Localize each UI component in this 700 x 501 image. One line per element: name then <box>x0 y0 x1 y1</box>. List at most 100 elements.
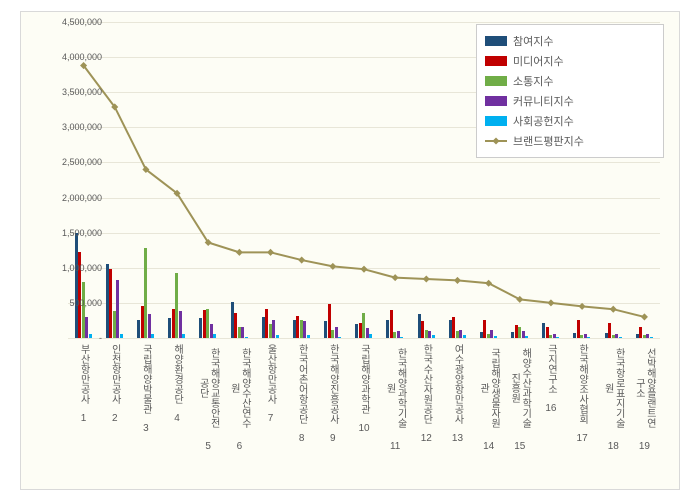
legend-item-s1: 참여지수 <box>485 31 655 51</box>
x-tick-label: 국립해양박물관 3 <box>140 344 151 434</box>
category-label: 한국해양조사협회 <box>577 344 588 424</box>
x-tick-label: 한국어촌어항공단 8 <box>296 344 307 444</box>
category-index: 7 <box>265 413 276 424</box>
category-index: 10 <box>358 423 369 434</box>
legend-label: 참여지수 <box>513 33 553 49</box>
category-label: 해양환경공단 <box>172 344 183 404</box>
x-tick-label: 선박해양플랜트연구소 19 <box>633 344 655 452</box>
category-index: 14 <box>478 441 500 452</box>
category-index: 11 <box>384 441 406 452</box>
category-index: 3 <box>140 423 151 434</box>
category-index: 2 <box>109 413 120 424</box>
category-index: 8 <box>296 433 307 444</box>
category-index: 1 <box>78 413 89 424</box>
line-marker <box>610 306 617 313</box>
line-marker <box>454 277 461 284</box>
legend-label: 사회공헌지수 <box>513 113 574 129</box>
x-tick-label: 부산항만공사 1 <box>78 344 89 424</box>
category-label: 한국해양수산연수원 <box>228 344 250 432</box>
line-marker <box>641 313 648 320</box>
x-tick-label: 국립해양생물자원관 14 <box>478 344 500 452</box>
category-label: 한국해양과학기술원 <box>384 344 406 432</box>
category-label: 국립해양과학관 <box>359 344 370 414</box>
category-index: 5 <box>197 441 219 452</box>
category-label: 한국항로표지기술원 <box>602 344 624 432</box>
category-label: 인천항만공사 <box>109 344 120 404</box>
y-tick-label: 3,000,000 <box>42 122 102 132</box>
legend-swatch <box>485 56 507 66</box>
legend-label: 미디어지수 <box>513 53 564 69</box>
x-tick-label: 국립해양과학관 10 <box>358 344 369 434</box>
legend-item-s5: 사회공헌지수 <box>485 111 655 131</box>
legend-label: 소통지수 <box>513 73 553 89</box>
x-tick-label: 한국해양조사협회 17 <box>577 344 588 444</box>
line-marker <box>298 257 305 264</box>
x-tick-label: 인천항만공사 2 <box>109 344 120 424</box>
legend-item-s4: 커뮤니티지수 <box>485 91 655 111</box>
x-tick-label: 한국해양교통안전공단 5 <box>197 344 219 452</box>
legend-swatch <box>485 36 507 46</box>
category-index: 4 <box>172 413 183 424</box>
x-tick-label: 한국해양진흥공사 9 <box>327 344 338 444</box>
legend-label: 브랜드평판지수 <box>513 133 584 149</box>
line-marker <box>485 280 492 287</box>
category-index: 13 <box>452 433 463 444</box>
line-marker <box>547 299 554 306</box>
line-marker <box>329 263 336 270</box>
legend-item-s3: 소통지수 <box>485 71 655 91</box>
legend-item-s2: 미디어지수 <box>485 51 655 71</box>
y-tick-label: 2,000,000 <box>42 193 102 203</box>
category-index: 9 <box>327 433 338 444</box>
category-label: 울산항만공사 <box>265 344 276 404</box>
category-label: 국립해양박물관 <box>140 344 151 414</box>
legend-swatch <box>485 76 507 86</box>
chart-frame: 부산항만공사 1 인천항만공사 2 국립해양박물관 3 해양환경공단 4 한국해양교통안전공단 5… <box>0 0 700 501</box>
category-label: 한국어촌어항공단 <box>296 344 307 424</box>
line-marker <box>236 249 243 256</box>
x-tick-label: 한국해양수산연수원 6 <box>228 344 250 452</box>
x-tick-label: 한국수산자원공단12 <box>421 344 432 444</box>
legend-label: 커뮤니티지수 <box>513 93 574 109</box>
line-marker <box>267 249 274 256</box>
x-tick-label: 한국항로표지기술원 18 <box>602 344 624 452</box>
line-marker <box>392 274 399 281</box>
x-tick-label: 극지연구소 16 <box>545 344 556 414</box>
category-index: 6 <box>228 441 250 452</box>
category-index: 16 <box>545 403 556 414</box>
y-tick-label: 1,000,000 <box>42 263 102 273</box>
x-tick-label: 해양수산과학기술진흥원 15 <box>509 344 531 452</box>
category-index: 15 <box>509 441 531 452</box>
y-tick-label: 4,000,000 <box>42 52 102 62</box>
line-marker <box>360 266 367 273</box>
y-tick-label: 500,000 <box>42 298 102 308</box>
x-tick-label: 해양환경공단 4 <box>172 344 183 424</box>
category-label: 부산항만공사 <box>78 344 89 404</box>
gridline <box>68 338 660 339</box>
line-marker <box>516 296 523 303</box>
category-index: 12 <box>421 433 432 444</box>
category-label: 여수광양항만공사 <box>452 344 463 424</box>
category-label: 국립해양생물자원관 <box>478 344 500 432</box>
x-axis-labels: 부산항만공사 1 인천항만공사 2 국립해양박물관 3 해양환경공단 4 한국해양교통안전공단 5… <box>68 344 660 459</box>
y-tick-label: 4,500,000 <box>42 17 102 27</box>
category-label: 한국해양교통안전공단 <box>197 344 219 432</box>
x-tick-label: 한국해양과학기술원 11 <box>384 344 406 452</box>
category-index: 18 <box>602 441 624 452</box>
category-index: 19 <box>633 441 655 452</box>
category-label: 한국해양진흥공사 <box>327 344 338 424</box>
y-tick-label: 3,500,000 <box>42 87 102 97</box>
line-marker <box>423 275 430 282</box>
x-tick-label: 울산항만공사 7 <box>265 344 276 424</box>
legend: 참여지수미디어지수소통지수커뮤니티지수사회공헌지수브랜드평판지수 <box>476 24 664 158</box>
y-tick-label: - <box>42 333 102 343</box>
category-index: 17 <box>577 433 588 444</box>
legend-swatch <box>485 96 507 106</box>
legend-swatch <box>485 140 507 142</box>
x-tick-label: 여수광양항만공사 13 <box>452 344 463 444</box>
y-tick-label: 2,500,000 <box>42 157 102 167</box>
line-marker <box>579 303 586 310</box>
category-label: 선박해양플랜트연구소 <box>633 344 655 432</box>
category-label: 극지연구소 <box>545 344 556 394</box>
category-label: 해양수산과학기술진흥원 <box>509 344 531 432</box>
legend-swatch <box>485 116 507 126</box>
